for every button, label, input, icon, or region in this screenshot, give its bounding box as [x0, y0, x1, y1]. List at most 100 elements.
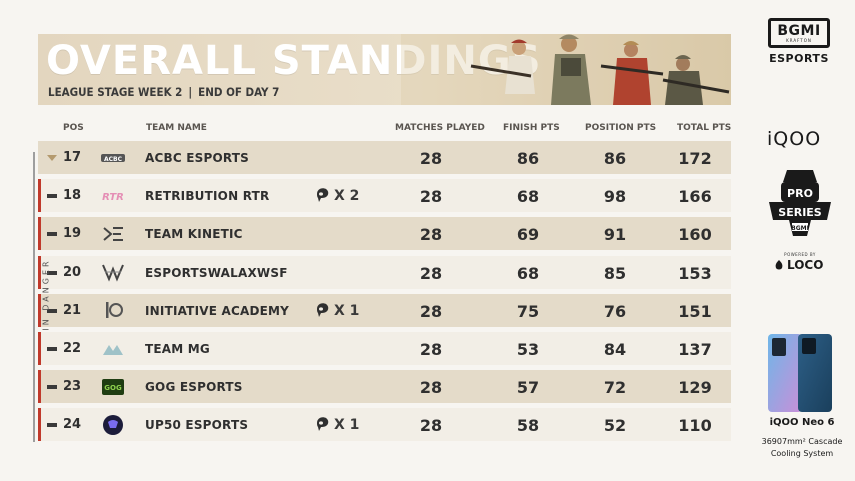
col-finish-pts: FINISH PTS [503, 123, 560, 133]
row-position: 21 [63, 302, 82, 318]
position-pts-value: 72 [603, 378, 627, 398]
loco-logo: LOCO [773, 258, 823, 272]
row-position: 20 [63, 264, 82, 280]
kinetic-logo-icon [101, 223, 125, 244]
total-pts-value: 137 [678, 340, 712, 359]
chicken-dinner-count: X 1 [314, 300, 359, 322]
row-spacer [38, 141, 41, 174]
bgmi-esports-logo: BGMI KRAFTON ESPORTS [768, 18, 830, 80]
gog-logo-icon: GOG [101, 376, 125, 397]
trend-same-icon [47, 308, 57, 313]
matches-played-value: 28 [419, 263, 443, 283]
esports-text: ESPORTS [769, 52, 829, 65]
finish-pts-value: 57 [516, 378, 540, 398]
trend-same-icon [47, 347, 57, 351]
svg-text:GOG: GOG [104, 384, 122, 392]
danger-marker [38, 370, 41, 404]
team-name: TEAM KINETIC [145, 227, 243, 242]
total-pts-value: 166 [678, 187, 712, 207]
matches-played-value: 28 [419, 149, 443, 168]
bgmi-logo-text: BGMI [777, 22, 821, 39]
col-matches-played: MATCHES PLAYED [395, 123, 485, 133]
matches-played-value: 28 [419, 301, 443, 321]
phone-desc-line-1: 36907mm² Cascade [761, 437, 843, 446]
danger-marker [38, 408, 41, 442]
row-position: 18 [63, 188, 82, 204]
rtr-logo-icon: RTR [101, 185, 125, 206]
team-name: GOG ESPORTS [145, 380, 243, 395]
table-row: 21 INITIATIVE ACADEMY X 1 28 75 76 151 [38, 293, 731, 327]
loco-text: LOCO [787, 258, 824, 272]
danger-marker [38, 217, 41, 251]
table-row: 24 UP50 ESPORTS X 1 28 58 52 110 [38, 408, 731, 442]
page-title: OVERALL STANDINGS [46, 38, 542, 84]
danger-zone-line [33, 152, 35, 442]
total-pts-value: 110 [678, 416, 712, 436]
finish-pts-value: 68 [516, 187, 540, 207]
table-row: 18 RTR RETRIBUTION RTR X 2 28 68 98 166 [38, 179, 731, 213]
matches-played-value: 28 [419, 187, 443, 207]
chicken-dinner-icon [314, 300, 332, 322]
chicken-dinner-count: X 1 [314, 414, 359, 436]
subtitle-separator: | [188, 85, 193, 99]
svg-text:SERIES: SERIES [778, 206, 822, 219]
total-pts-value: 151 [678, 301, 712, 321]
table-row: 17 ACBC ACBC ESPORTS 28 86 86 172 [38, 141, 731, 174]
team-name: TEAM MG [145, 342, 210, 356]
svg-text:RTR: RTR [102, 192, 124, 203]
acbc-logo-icon: ACBC [101, 147, 125, 168]
trend-same-icon [47, 194, 57, 199]
phone-desc-line-2: Cooling System [770, 449, 834, 458]
position-pts-value: 76 [603, 301, 627, 321]
stage-label: LEAGUE STAGE WEEK 2 [48, 85, 183, 99]
table-row: 22 TEAM MG 28 53 84 137 [38, 332, 731, 365]
up50-logo-icon [101, 414, 125, 435]
finish-pts-value: 69 [516, 225, 540, 245]
table-row: 23 GOG GOG ESPORTS 28 57 72 129 [38, 370, 731, 404]
finish-pts-value: 86 [516, 149, 540, 168]
matches-played-value: 28 [419, 378, 443, 398]
svg-text:PRO: PRO [787, 187, 813, 200]
danger-marker [38, 332, 41, 365]
finish-pts-value: 53 [516, 340, 540, 359]
trend-same-icon [47, 270, 57, 275]
matches-played-value: 28 [419, 416, 443, 436]
danger-marker [38, 293, 41, 327]
trend-same-icon [47, 423, 57, 428]
chicken-dinner-icon [314, 185, 332, 207]
powered-by-label: POWERED BY [784, 252, 816, 257]
stage-subtitle: LEAGUE STAGE WEEK 2 | END OF DAY 7 [48, 85, 279, 99]
soldiers-artwork [401, 34, 731, 105]
phone-description: 36907mm² Cascade Cooling System [752, 436, 852, 460]
position-pts-value: 86 [603, 149, 627, 168]
team-name: UP50 ESPORTS [145, 418, 249, 433]
team-name: ACBC ESPORTS [145, 151, 249, 165]
matches-played-value: 28 [419, 225, 443, 245]
total-pts-value: 153 [678, 263, 712, 283]
col-pos: POS [63, 123, 84, 133]
loco-icon [775, 260, 783, 270]
row-position: 19 [63, 226, 82, 242]
danger-zone-label: IN DANGER [41, 258, 51, 331]
matches-played-value: 28 [419, 340, 443, 359]
standings-table: POS TEAM NAME MATCHES PLAYED FINISH PTS … [38, 117, 731, 442]
col-position-pts: POSITION PTS [585, 123, 657, 133]
team-name: ESPORTSWALAXWSF [145, 265, 288, 280]
position-pts-value: 84 [603, 340, 627, 359]
finish-pts-value: 75 [516, 301, 540, 321]
position-pts-value: 52 [603, 416, 627, 436]
row-position: 24 [63, 417, 82, 433]
table-row: 20 ESPORTSWALAXWSF 28 68 85 153 [38, 255, 731, 289]
phone-model-name: iQOO Neo 6 [769, 417, 835, 428]
table-header: POS TEAM NAME MATCHES PLAYED FINISH PTS … [38, 117, 731, 139]
table-row: 19 TEAM KINETIC 28 69 91 160 [38, 217, 731, 251]
danger-marker [38, 179, 41, 213]
krafton-text: KRAFTON [786, 37, 812, 43]
header-banner: OVERALL STANDINGS LEAGUE STAGE WEEK 2 | … [38, 34, 731, 105]
col-total-pts: TOTAL PTS [677, 123, 732, 133]
bgmi-logo-box: BGMI KRAFTON [768, 18, 830, 48]
team-name: INITIATIVE ACADEMY [145, 303, 290, 318]
total-pts-value: 129 [678, 378, 712, 398]
pro-series-logo: PRO SERIES BGMI [769, 170, 831, 236]
row-position: 22 [63, 341, 82, 356]
